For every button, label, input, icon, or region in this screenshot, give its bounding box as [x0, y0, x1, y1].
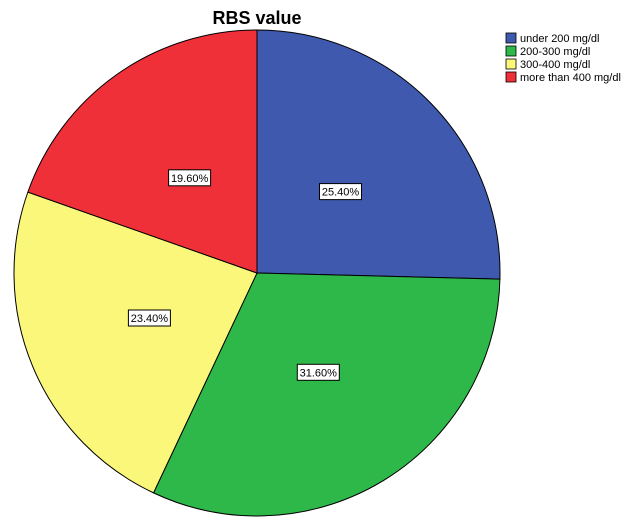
pie-slice-under-200-mg-dl — [256, 29, 501, 280]
slice-label-more-than-400-mg-dl: 19.60% — [168, 169, 212, 187]
legend-item-more-than-400-mg-dl: more than 400 mg/dl — [505, 71, 621, 84]
legend-label: 200-300 mg/dl — [520, 46, 590, 58]
pie-slice-300-400-mg-dl — [13, 191, 258, 494]
slice-label-text: 23.40% — [131, 313, 169, 325]
slice-label-under-200-mg-dl: 25.40% — [319, 183, 362, 201]
legend-label: 300-400 mg/dl — [520, 59, 590, 71]
legend-item-300-400-mg-dl: 300-400 mg/dl — [505, 58, 590, 71]
slice-label-box — [168, 169, 212, 187]
slice-label-200-300-mg-dl: 31.60% — [296, 363, 340, 381]
chart-title: RBS value — [212, 8, 301, 28]
slice-label-text: 19.60% — [171, 173, 209, 185]
slice-label-300-400-mg-dl: 23.40% — [127, 309, 171, 327]
pie-slice-200-300-mg-dl — [152, 272, 501, 517]
slice-label-box — [319, 183, 362, 201]
legend-label: under 200 mg/dl — [520, 33, 600, 45]
slice-label-text: 25.40% — [322, 187, 360, 199]
slice-labels: 25.40% 31.60% 23.40% 19.60% — [127, 169, 362, 381]
slice-label-box — [127, 309, 171, 327]
slice-label-box — [296, 363, 340, 381]
legend-swatch — [505, 32, 517, 44]
pie-slices — [13, 29, 501, 517]
legend-label: more than 400 mg/dl — [520, 72, 621, 84]
legend-item-under-200-mg-dl: under 200 mg/dl — [505, 32, 600, 45]
legend-swatch — [505, 58, 517, 70]
legend-item-200-300-mg-dl: 200-300 mg/dl — [505, 45, 590, 58]
pie-slice-more-than-400-mg-dl — [27, 29, 258, 274]
legend-swatch — [505, 45, 517, 57]
legend-swatch — [505, 71, 517, 83]
slice-label-text: 31.60% — [300, 367, 338, 379]
